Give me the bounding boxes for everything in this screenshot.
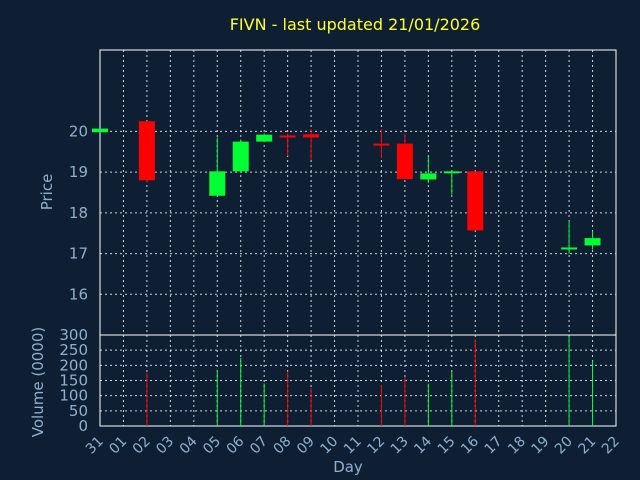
candle-body <box>256 134 273 142</box>
day-axis-label: Day <box>333 458 363 476</box>
candle-body <box>467 171 484 231</box>
day-tick-label: 17 <box>482 434 506 458</box>
day-tick-label: 31 <box>83 434 107 458</box>
day-tick-label: 05 <box>200 434 224 458</box>
day-tick-label: 03 <box>153 434 177 458</box>
day-tick-label: 02 <box>130 434 154 458</box>
day-tick-label: 21 <box>575 434 599 458</box>
day-tick-label: 07 <box>247 434 271 458</box>
volume-tick-label: 300 <box>59 326 88 344</box>
candle-body <box>138 121 155 181</box>
day-tick-label: 15 <box>435 434 459 458</box>
day-tick-label: 16 <box>458 433 482 457</box>
candle-body <box>303 134 320 138</box>
candle-body <box>420 173 437 180</box>
day-tick-label: 01 <box>106 434 130 458</box>
volume-tick-label: 150 <box>59 372 88 390</box>
price-tick-label: 19 <box>69 163 88 181</box>
day-tick-label: 12 <box>364 434 388 458</box>
day-tick-label: 10 <box>317 434 341 458</box>
candle-body <box>443 171 460 174</box>
day-tick-label: 06 <box>224 433 248 457</box>
volume-tick-label: 50 <box>69 402 88 420</box>
day-tick-label: 22 <box>599 434 623 458</box>
candle-body <box>92 128 108 133</box>
candle-body <box>584 238 601 246</box>
volume-tick-label: 100 <box>59 387 88 405</box>
day-tick-label: 11 <box>341 434 365 458</box>
day-tick-label: 19 <box>529 434 553 458</box>
day-tick-label: 20 <box>552 434 576 458</box>
day-tick-label: 13 <box>388 434 412 458</box>
candle-body <box>209 171 226 196</box>
day-tick-label: 09 <box>294 434 318 458</box>
candle-body <box>561 247 578 250</box>
candle-body <box>396 143 413 180</box>
candle-body <box>279 135 296 138</box>
price-tick-label: 20 <box>69 122 88 140</box>
chart-title: FIVN - last updated 21/01/2026 <box>230 15 481 34</box>
day-tick-label: 04 <box>177 433 201 457</box>
candle-body <box>232 141 249 172</box>
day-tick-label: 18 <box>505 434 529 458</box>
price-tick-label: 17 <box>69 245 88 263</box>
candle-body <box>373 143 390 146</box>
price-tick-label: 18 <box>69 204 88 222</box>
price-tick-label: 16 <box>69 285 88 303</box>
day-tick-label: 08 <box>271 434 295 458</box>
volume-axis-label: Volume (0000) <box>29 327 47 437</box>
price-axis-label: Price <box>38 174 56 211</box>
volume-tick-label: 0 <box>78 417 88 435</box>
price-plot-frame <box>99 49 617 336</box>
volume-tick-label: 200 <box>59 356 88 374</box>
day-tick-label: 14 <box>411 433 435 457</box>
volume-tick-label: 250 <box>59 341 88 359</box>
